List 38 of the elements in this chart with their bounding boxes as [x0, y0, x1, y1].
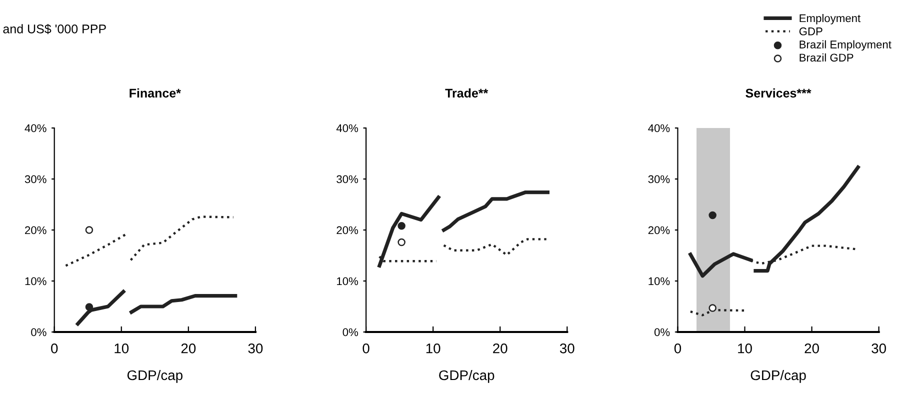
chart-title: Trade** [445, 88, 488, 98]
y-tick-label: 40% [24, 124, 46, 132]
legend-label: Employment [800, 14, 861, 24]
x-axis-title: GDP/cap [750, 370, 806, 383]
x-tick-label: 30 [872, 343, 886, 354]
y-tick-label: 20% [336, 226, 358, 234]
x-tick-label: 20 [804, 343, 819, 354]
y-tick-label: 0% [654, 328, 670, 336]
y-tick-label: 20% [25, 226, 46, 234]
x-tick-label: 20 [181, 343, 196, 354]
x-tick-label: 30 [560, 343, 574, 354]
y-tick-label: 0% [342, 328, 358, 336]
y-tick-label: 40% [336, 124, 358, 132]
legend-label: Brazil Employment [800, 40, 892, 51]
chart-title: Services*** [746, 88, 812, 98]
legend-label: Brazil GDP [800, 53, 854, 62]
y-tick-label: 10% [648, 277, 670, 286]
y-tick-label: 10% [25, 277, 46, 286]
x-tick-label: 30 [248, 343, 263, 354]
x-tick-label: 10 [738, 343, 752, 354]
x-axis-title: GDP/cap [439, 370, 494, 383]
y-tick-label: 20% [648, 226, 670, 234]
x-axis-title: GDP/cap [127, 370, 182, 383]
x-tick-label: 10 [114, 343, 129, 354]
y-tick-label: 10% [337, 277, 358, 286]
y-tick-label: 30% [24, 175, 46, 184]
y-tick-label: 0% [31, 328, 46, 336]
x-tick-label: 0 [51, 343, 58, 354]
legend-label: GDP [799, 27, 822, 36]
x-tick-label: 0 [362, 343, 370, 354]
x-tick-label: 10 [426, 343, 440, 354]
y-tick-label: 40% [648, 124, 670, 132]
y-tick-label: 30% [648, 175, 670, 184]
x-tick-label: 20 [493, 343, 508, 354]
chart-subtitle: and US$ '000 PPP [3, 24, 106, 34]
x-tick-label: 0 [674, 343, 682, 354]
y-tick-label: 30% [336, 175, 358, 184]
chart-title: Finance* [130, 88, 181, 98]
